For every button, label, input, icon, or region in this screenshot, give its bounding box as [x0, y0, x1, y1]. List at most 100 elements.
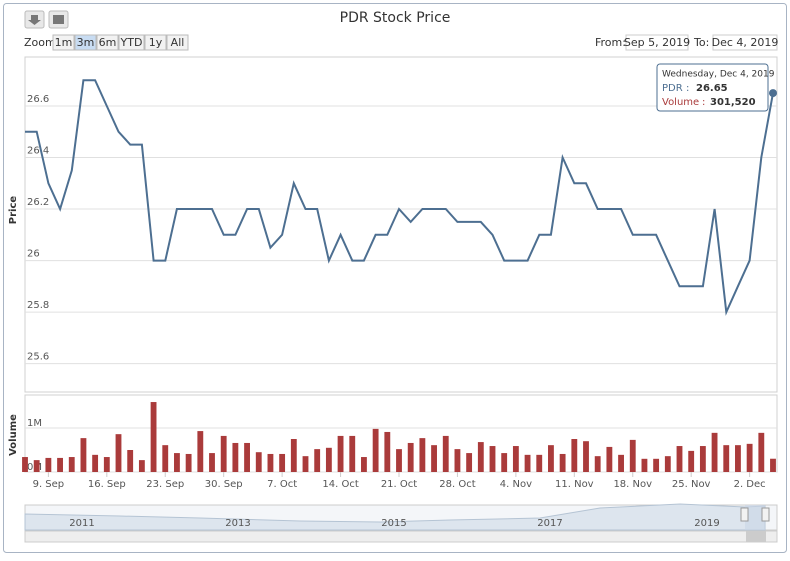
volume-bar	[594, 456, 601, 472]
zoom-button[interactable]	[166, 34, 189, 51]
y-axis-title: Price	[8, 196, 19, 225]
zoom-button-label: All	[171, 36, 185, 49]
from-label: From:	[595, 36, 626, 49]
tooltip-value: 26.65	[696, 83, 728, 94]
navigator-label: 2013	[225, 518, 250, 529]
x-tick-label: 30. Sep	[205, 479, 243, 490]
volume-bar	[524, 454, 531, 472]
volume-bar	[454, 449, 461, 472]
navigator-handle[interactable]	[740, 507, 749, 522]
price-pane	[24, 56, 778, 393]
volume-bar	[746, 443, 753, 472]
zoom-label: Zoom	[24, 36, 56, 49]
chart-title: PDR Stock Price	[340, 10, 451, 26]
volume-bar	[489, 446, 496, 472]
y-tick-label: 25.6	[27, 352, 49, 363]
volume-bar	[115, 434, 122, 472]
y2-tick-label: 1M	[27, 418, 42, 429]
scrollbar[interactable]	[24, 530, 778, 543]
tooltip-value: 301,520	[710, 97, 756, 108]
volume-bar	[770, 458, 776, 472]
export-buttons[interactable]	[24, 10, 69, 29]
volume-bar	[279, 453, 286, 472]
zoom-button-label: YTD	[120, 36, 143, 49]
volume-bar	[431, 445, 437, 472]
tooltip-series-name: PDR	[662, 83, 683, 94]
zoom-button[interactable]	[96, 34, 119, 51]
navigator-window[interactable]	[745, 505, 765, 530]
navigator[interactable]	[24, 503, 778, 543]
x-tick-label: 21. Oct	[381, 479, 417, 490]
volume-bar	[384, 431, 391, 472]
navigator-label: 2019	[694, 518, 719, 529]
tooltip-separator: :	[686, 83, 689, 94]
volume-bar	[512, 446, 519, 472]
tooltip-series-name: Volume	[662, 97, 699, 108]
volume-bar	[325, 447, 332, 472]
zoom-button-label: 3m	[77, 36, 95, 49]
volume-bar	[162, 445, 169, 472]
frame	[3, 3, 787, 553]
navigator-handle[interactable]	[761, 507, 770, 522]
x-tick-label: 9. Sep	[33, 479, 65, 490]
zoom-button[interactable]	[118, 34, 145, 51]
scrollbar-thumb[interactable]	[746, 531, 766, 542]
volume-bar	[442, 435, 449, 472]
volume-bar	[209, 453, 215, 472]
volume-bar	[723, 445, 730, 472]
volume-bar	[641, 458, 648, 472]
x-tick-label: 16. Sep	[88, 479, 126, 490]
volume-bar	[606, 446, 613, 472]
volume-bar	[220, 435, 227, 472]
volume-bar	[302, 456, 309, 472]
navigator-label: 2011	[69, 518, 94, 529]
x-tick-label: 28. Oct	[439, 479, 475, 490]
volume-bar	[138, 460, 145, 472]
volume-bar	[618, 454, 624, 472]
volume-bar	[419, 438, 426, 472]
tooltip-box	[656, 63, 769, 112]
volume-bar	[174, 453, 180, 472]
tooltip-separator: :	[702, 97, 705, 108]
volume-bar	[314, 449, 321, 472]
zoom-button-label: 6m	[99, 36, 117, 49]
x-tick-label: 25. Nov	[672, 479, 711, 490]
to-input[interactable]	[712, 34, 778, 51]
x-tick-label: 18. Nov	[613, 479, 652, 490]
volume-bar	[653, 458, 660, 472]
volume-bar	[150, 402, 157, 472]
zoom-button[interactable]	[144, 34, 167, 51]
zoom-button-label: 1y	[149, 36, 163, 49]
navigator-label: 2015	[381, 518, 406, 529]
volume-bar	[337, 435, 344, 472]
volume-bar	[68, 457, 75, 472]
x-tick-label: 4. Nov	[500, 479, 532, 490]
volume-bar	[92, 454, 99, 472]
zoom-button[interactable]	[52, 34, 75, 51]
volume-bar	[559, 453, 566, 472]
price-line	[25, 79, 774, 316]
y-tick-label: 26	[27, 249, 40, 260]
volume-bar	[407, 442, 414, 472]
volume-bar	[548, 445, 554, 472]
y-tick-label: 26.6	[27, 94, 49, 105]
volume-bar	[396, 449, 402, 472]
volume-bar	[267, 453, 274, 472]
volume-bar	[244, 442, 250, 472]
zoom-button[interactable]	[74, 34, 97, 51]
volume-bar	[255, 452, 262, 472]
to-date: Dec 4, 2019	[712, 36, 779, 49]
navigator-label: 2017	[537, 518, 562, 529]
y-tick-label: 26.4	[27, 146, 49, 157]
volume-bar	[735, 445, 741, 472]
x-tick-label: 14. Oct	[322, 479, 358, 490]
x-tick-label: 2. Dec	[734, 479, 766, 490]
volume-bar	[688, 450, 695, 472]
volume-bar	[33, 460, 40, 472]
from-date: Sep 5, 2019	[624, 36, 690, 49]
from-input[interactable]	[625, 34, 689, 51]
print-icon	[53, 15, 64, 24]
volume-bar	[536, 454, 543, 472]
volume-bar	[583, 441, 589, 472]
